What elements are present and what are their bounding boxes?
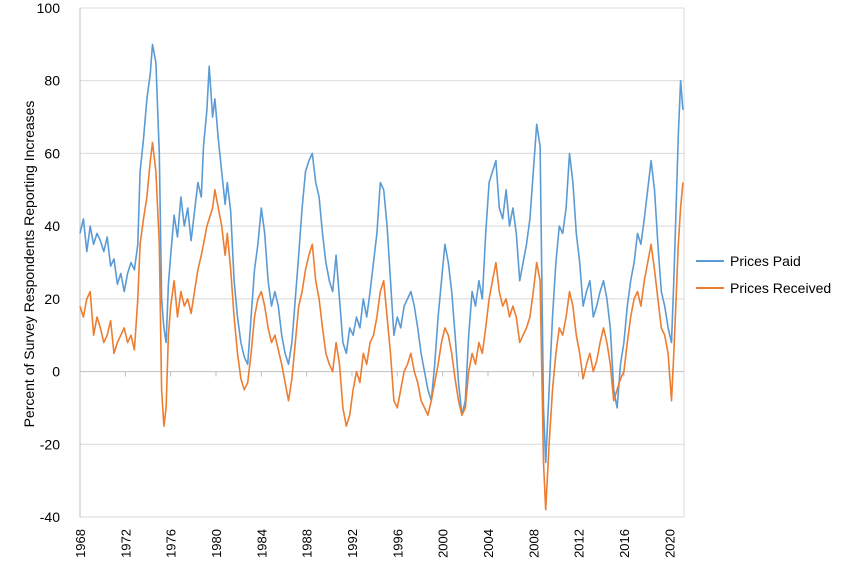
x-tick-label: 2000 bbox=[436, 529, 451, 558]
x-tick-label: 2004 bbox=[481, 529, 496, 558]
x-tick-label: 2016 bbox=[617, 529, 632, 558]
x-tick-label: 1996 bbox=[390, 529, 405, 558]
y-tick-label: 0 bbox=[52, 364, 60, 380]
x-tick-label: 1976 bbox=[164, 529, 179, 558]
y-tick-label: 20 bbox=[44, 291, 60, 307]
x-tick-label: 2008 bbox=[526, 529, 541, 558]
y-tick-labels: -40 -20 0 20 40 60 80 100 bbox=[37, 0, 61, 525]
x-tick-label: 2020 bbox=[662, 529, 677, 558]
series-line-prices-received bbox=[79, 141, 684, 511]
y-tick-label: -40 bbox=[40, 509, 60, 525]
x-tick-label: 1984 bbox=[254, 529, 269, 558]
x-tick-label: 1968 bbox=[73, 529, 88, 558]
series-lines bbox=[79, 43, 684, 511]
y-tick-label: -20 bbox=[40, 436, 60, 452]
legend-label: Prices Received bbox=[730, 280, 831, 296]
y-tick-label: 60 bbox=[44, 145, 60, 161]
x-tick-label: 1992 bbox=[345, 529, 360, 558]
x-tick-label: 1980 bbox=[209, 529, 224, 558]
axes bbox=[79, 7, 685, 517]
y-tick-label: 100 bbox=[37, 0, 61, 16]
y-tick-label: 80 bbox=[44, 73, 60, 89]
x-tick-labels: 1968 1972 1976 1980 1984 1988 1992 1996 2000 2004… bbox=[73, 529, 677, 558]
series-line-prices-paid bbox=[79, 43, 684, 464]
legend: Prices Paid Prices Received bbox=[696, 253, 831, 296]
x-tick-label: 1988 bbox=[300, 529, 315, 558]
y-tick-label: 40 bbox=[44, 218, 60, 234]
x-tick-label: 2012 bbox=[572, 529, 587, 558]
y-axis-label: Percent of Survey Respondents Reporting … bbox=[21, 101, 37, 428]
legend-label: Prices Paid bbox=[730, 253, 801, 269]
x-tick-label: 1972 bbox=[118, 529, 133, 558]
